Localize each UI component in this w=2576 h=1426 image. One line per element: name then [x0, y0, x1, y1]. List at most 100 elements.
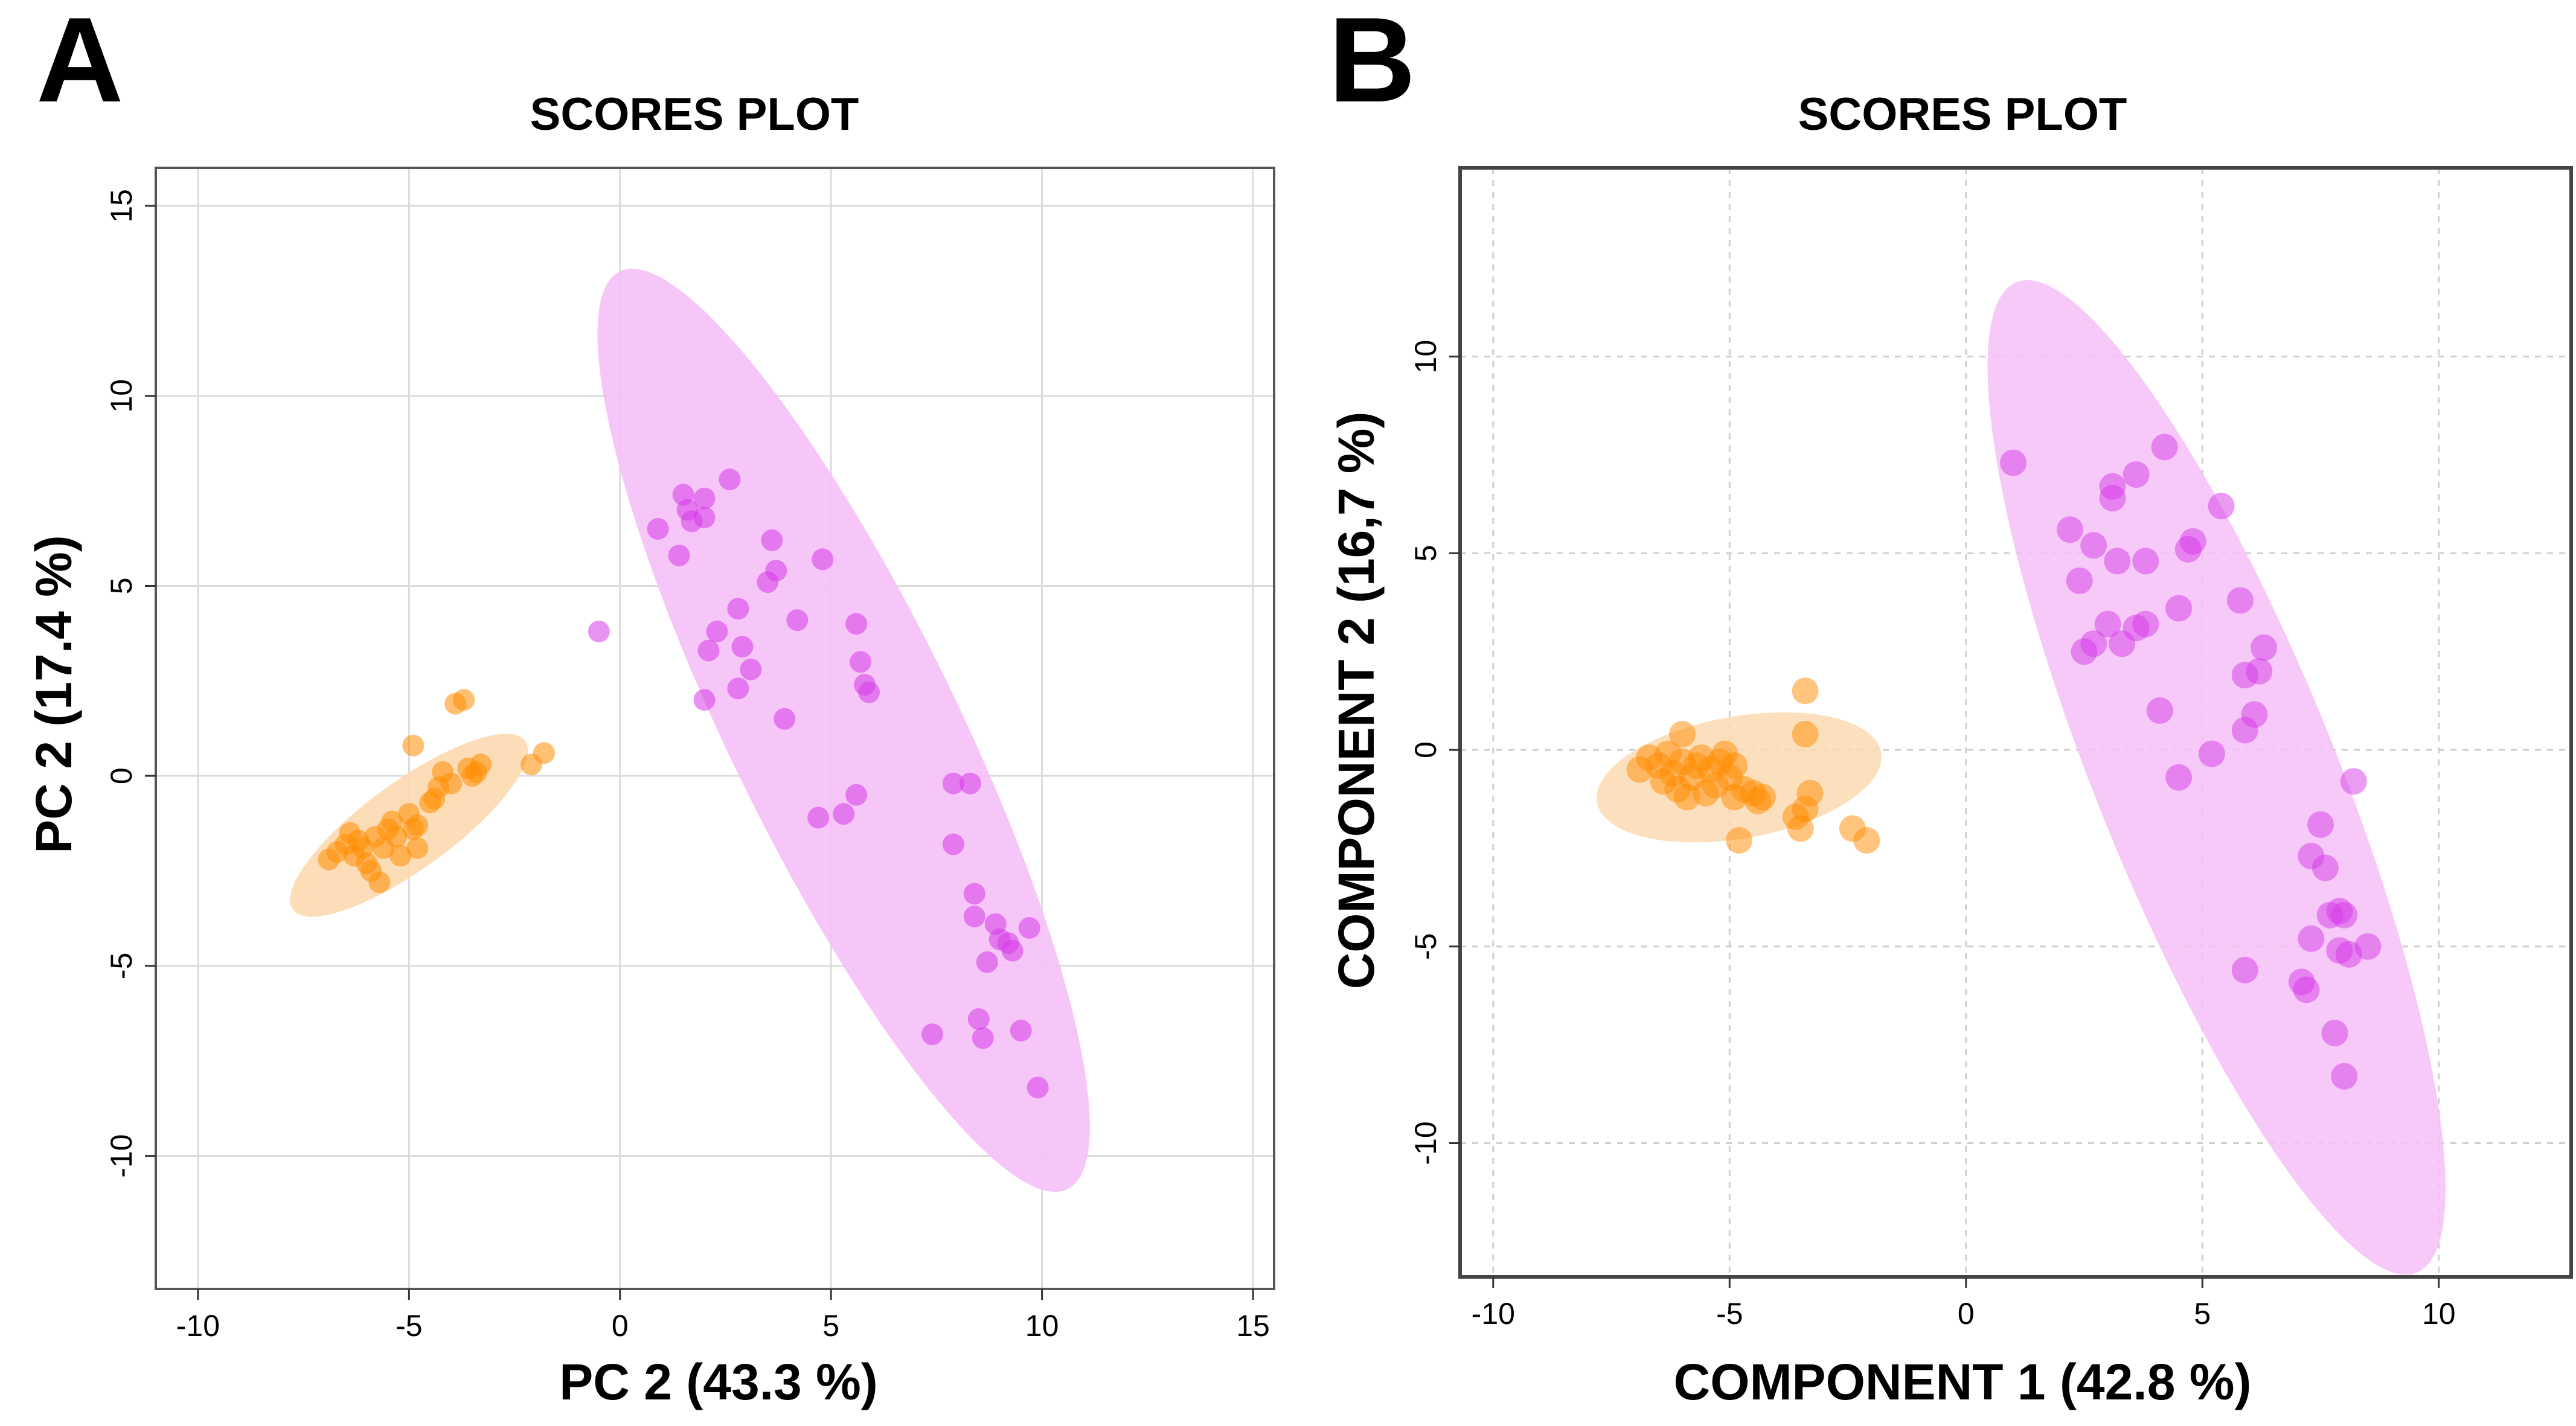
data-point-group-2	[719, 468, 741, 491]
panel-a-y-axis-label: PC 2 (17.4 %)	[25, 535, 82, 854]
data-point-group-2	[2208, 493, 2235, 520]
data-point-group-2	[740, 658, 762, 680]
y-tick-label: 5	[104, 578, 138, 595]
panel-b-label: B	[1328, 0, 1415, 127]
data-point-group-2	[2312, 854, 2339, 881]
data-point-group-2	[963, 906, 985, 928]
data-point-group-2	[2321, 1020, 2348, 1047]
y-tick-label: 5	[1409, 545, 1443, 561]
data-point-group-2	[2080, 532, 2107, 559]
x-tick-label: 10	[2422, 1297, 2456, 1331]
data-point-group-1	[406, 814, 429, 837]
panel-a-label: A	[36, 0, 123, 127]
y-tick-label: 0	[1409, 741, 1443, 758]
panel-a-plot-frame	[155, 167, 1275, 1290]
data-point-group-2	[921, 1023, 943, 1046]
x-tick-label: -10	[176, 1309, 220, 1343]
confidence-ellipse-2	[1987, 280, 2446, 1275]
data-point-group-1	[406, 837, 429, 859]
data-point-group-2	[2165, 595, 2193, 622]
panel-a-points	[318, 468, 1049, 1099]
data-point-group-2	[1027, 1076, 1049, 1099]
data-point-group-2	[2241, 701, 2268, 728]
data-point-group-2	[693, 487, 716, 510]
data-point-group-2	[967, 1008, 990, 1031]
data-point-group-2	[2151, 433, 2178, 461]
data-point-group-2	[2094, 610, 2121, 638]
data-point-group-1	[402, 734, 425, 756]
data-point-group-2	[786, 609, 809, 631]
data-point-group-2	[812, 548, 834, 571]
panel-a-title: SCORES PLOT	[530, 89, 859, 140]
panel-a-x-ticks: -10 -5 0 5 10 15	[176, 1289, 1270, 1343]
data-point-group-2	[647, 518, 669, 540]
data-point-group-2	[807, 807, 830, 829]
data-point-group-2	[2231, 956, 2258, 983]
confidence-ellipse-2	[597, 269, 1090, 1192]
panel-b-x-axis-label: COMPONENT 1 (42.8 %)	[1674, 1354, 2252, 1410]
data-point-group-1	[453, 689, 475, 711]
data-point-group-1	[1796, 779, 1824, 807]
data-point-group-2	[2000, 449, 2027, 476]
data-point-group-2	[2340, 768, 2367, 795]
panel-b-y-axis-label: COMPONENT 2 (16,7 %)	[1328, 412, 1385, 990]
data-point-group-2	[2251, 634, 2278, 661]
data-point-group-2	[2146, 697, 2173, 724]
y-tick-label: 10	[104, 379, 138, 413]
data-point-group-2	[693, 689, 716, 711]
data-point-group-2	[2080, 630, 2107, 657]
data-point-group-2	[727, 677, 749, 700]
x-tick-label: 0	[1958, 1297, 1975, 1331]
data-point-group-2	[2132, 548, 2159, 575]
panel-b-plot-frame	[1458, 166, 2573, 1279]
data-point-group-1	[368, 871, 391, 894]
panel-b-x-ticks: -10 -5 0 5 10	[1472, 1277, 2456, 1331]
x-tick-label: 10	[1025, 1309, 1059, 1343]
data-point-group-2	[2123, 461, 2150, 488]
data-point-group-2	[959, 772, 981, 795]
data-point-group-2	[1010, 1019, 1032, 1041]
panel-b-points	[1626, 433, 2382, 1090]
data-point-group-2	[2293, 976, 2320, 1003]
x-tick-label: 0	[612, 1309, 629, 1343]
data-point-group-1	[385, 825, 408, 848]
data-point-group-2	[2226, 587, 2254, 614]
y-tick-label: -5	[104, 953, 138, 979]
y-tick-label: -5	[1409, 933, 1443, 960]
data-point-group-2	[727, 598, 749, 620]
data-point-group-2	[845, 613, 868, 635]
data-point-group-2	[1001, 939, 1024, 962]
data-point-group-2	[845, 784, 868, 806]
data-point-group-2	[858, 681, 880, 703]
y-tick-label: 15	[104, 189, 138, 223]
data-point-group-2	[850, 651, 872, 673]
data-point-group-1	[1669, 721, 1696, 748]
data-point-group-2	[2246, 657, 2273, 685]
x-tick-label: 5	[2194, 1297, 2211, 1331]
data-point-group-2	[963, 883, 985, 905]
data-point-group-1	[389, 845, 412, 867]
data-point-group-2	[942, 833, 964, 855]
x-tick-label: -10	[1472, 1297, 1515, 1331]
data-point-group-2	[668, 545, 690, 567]
data-point-group-1	[1725, 827, 1752, 854]
data-point-group-2	[761, 529, 783, 551]
data-point-group-2	[2331, 901, 2358, 929]
data-point-group-2	[2165, 764, 2193, 791]
panel-b: B SCORES PLOT -10 -5 0 5 10 -10 -5 0 5 10 COMPON…	[1328, 0, 2573, 1410]
data-point-group-2	[2354, 933, 2382, 960]
data-point-group-2	[693, 507, 716, 529]
data-point-group-2	[2066, 567, 2093, 594]
data-point-group-2	[2057, 516, 2084, 543]
data-point-group-2	[972, 1027, 994, 1049]
data-point-group-2	[2298, 925, 2325, 952]
panel-a-x-axis-label: PC 2 (43.3 %)	[559, 1354, 878, 1410]
y-tick-label: -10	[104, 1134, 138, 1178]
data-point-group-2	[976, 951, 998, 973]
data-point-group-2	[731, 636, 754, 658]
x-tick-label: -5	[1716, 1297, 1743, 1331]
panel-b-title: SCORES PLOT	[1798, 89, 2127, 140]
data-point-group-2	[833, 803, 855, 825]
panel-b-y-ticks: -10 -5 0 5 10	[1409, 340, 1460, 1165]
